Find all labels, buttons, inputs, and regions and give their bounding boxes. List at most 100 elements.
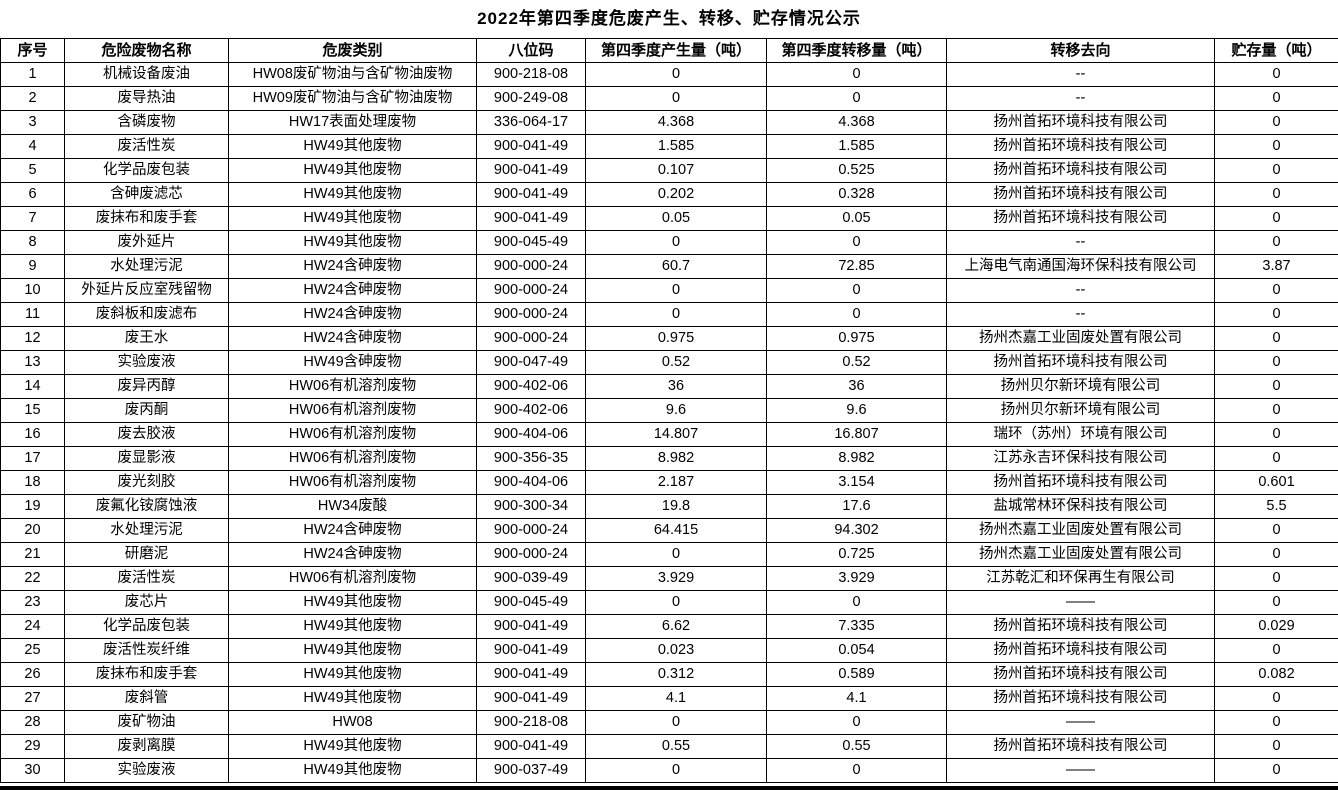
transferred-qty-cell: 0.525 [766,158,947,183]
row-number-cell: 18 [0,470,65,495]
row-number-cell: 22 [0,566,65,591]
row-number-cell: 24 [0,614,65,639]
transferred-qty-cell: 9.6 [766,398,947,423]
row-number-cell: 8 [0,230,65,255]
waste-name-cell: 机械设备废油 [64,62,229,87]
transferred-qty-cell: 0.52 [766,350,947,375]
column-header-storage-qty-cell: 贮存量（吨） [1214,38,1338,63]
row-number-cell: 17 [0,446,65,471]
waste-name-cell: 含磷废物 [64,110,229,135]
row-number-cell: 16 [0,422,65,447]
page-title: 2022年第四季度危废产生、转移、贮存情况公示 [477,9,861,28]
row-number-cell: 5 [0,158,65,183]
category-cell: HW24含砷废物 [228,302,477,327]
code-cell: 900-045-49 [476,590,586,615]
destination-cell: -- [946,302,1215,327]
table-row: 15 废丙酮 HW06有机溶剂废物 900-402-06 9.6 9.6 扬州贝尔新环境有限… [0,398,1338,423]
table-row: 23 废芯片 HW49其他废物 900-045-49 0 0 —— 0 [0,590,1338,615]
category-cell: HW24含砷废物 [228,254,477,279]
produced-qty-cell: 0 [585,86,767,111]
table-row: 30 实验废液 HW49其他废物 900-037-49 0 0 —— 0 [0,758,1338,783]
row-number-cell: 19 [0,494,65,519]
produced-qty-cell: 0.023 [585,638,767,663]
produced-qty-cell: 0.05 [585,206,767,231]
code-cell: 900-041-49 [476,638,586,663]
transferred-qty-cell: 0.05 [766,206,947,231]
destination-cell: —— [946,758,1215,783]
code-cell: 900-041-49 [476,734,586,759]
destination-cell: -- [946,278,1215,303]
storage-qty-cell: 0 [1214,206,1338,231]
transferred-qty-cell: 17.6 [766,494,947,519]
row-number-cell: 7 [0,206,65,231]
produced-qty-cell: 0.202 [585,182,767,207]
waste-name-cell: 实验废液 [64,758,229,783]
code-cell: 900-000-24 [476,326,586,351]
storage-qty-cell: 0 [1214,326,1338,351]
storage-qty-cell: 0.601 [1214,470,1338,495]
row-number-cell: 14 [0,374,65,399]
category-cell: HW49含砷废物 [228,350,477,375]
row-number-cell: 6 [0,182,65,207]
code-cell: 900-041-49 [476,206,586,231]
category-cell: HW06有机溶剂废物 [228,398,477,423]
code-cell: 336-064-17 [476,110,586,135]
category-cell: HW49其他废物 [228,134,477,159]
category-cell: HW34废酸 [228,494,477,519]
destination-cell: 扬州杰嘉工业固废处置有限公司 [946,542,1215,567]
produced-qty-cell: 0.975 [585,326,767,351]
table-row: 8 废外延片 HW49其他废物 900-045-49 0 0 -- 0 [0,230,1338,255]
waste-name-cell: 含砷废滤芯 [64,182,229,207]
category-cell: HW24含砷废物 [228,326,477,351]
produced-qty-cell: 0.312 [585,662,767,687]
transferred-qty-cell: 0 [766,302,947,327]
table-row: 10 外延片反应室残留物 HW24含砷废物 900-000-24 0 0 -- 0 [0,278,1338,303]
produced-qty-cell: 0 [585,278,767,303]
category-cell: HW49其他废物 [228,686,477,711]
produced-qty-cell: 0 [585,710,767,735]
waste-name-cell: 废外延片 [64,230,229,255]
row-number-cell: 28 [0,710,65,735]
row-number-cell: 1 [0,62,65,87]
destination-cell: 江苏永吉环保科技有限公司 [946,446,1215,471]
category-cell: HW06有机溶剂废物 [228,446,477,471]
waste-name-cell: 废活性炭 [64,566,229,591]
row-number-cell: 26 [0,662,65,687]
destination-cell: 扬州首拓环境科技有限公司 [946,158,1215,183]
transferred-qty-cell: 0 [766,62,947,87]
category-cell: HW49其他废物 [228,206,477,231]
column-header-code-cell: 八位码 [476,38,586,63]
waste-name-cell: 废剥离膜 [64,734,229,759]
transferred-qty-cell: 0.725 [766,542,947,567]
destination-cell: 扬州首拓环境科技有限公司 [946,110,1215,135]
storage-qty-cell: 0 [1214,518,1338,543]
table-row: 13 实验废液 HW49含砷废物 900-047-49 0.52 0.52 扬州首拓环境科技… [0,350,1338,375]
table-row: 1 机械设备废油 HW08废矿物油与含矿物油废物 900-218-08 0 0 -- 0 [0,62,1338,87]
produced-qty-cell: 0 [585,62,767,87]
table-row: 11 废斜板和废滤布 HW24含砷废物 900-000-24 0 0 -- 0 [0,302,1338,327]
category-cell: HW09废矿物油与含矿物油废物 [228,86,477,111]
destination-cell: -- [946,230,1215,255]
produced-qty-cell: 4.1 [585,686,767,711]
column-header-category-cell: 危废类别 [228,38,477,63]
produced-qty-cell: 0 [585,542,767,567]
category-cell: HW49其他废物 [228,638,477,663]
code-cell: 900-039-49 [476,566,586,591]
code-cell: 900-000-24 [476,302,586,327]
storage-qty-cell: 0 [1214,446,1338,471]
produced-qty-cell: 0 [585,590,767,615]
row-number-cell: 11 [0,302,65,327]
table-row: 2 废导热油 HW09废矿物油与含矿物油废物 900-249-08 0 0 -- 0 [0,86,1338,111]
storage-qty-cell: 0 [1214,350,1338,375]
storage-qty-cell: 0 [1214,758,1338,783]
code-cell: 900-037-49 [476,758,586,783]
table-body: 1 机械设备废油 HW08废矿物油与含矿物油废物 900-218-08 0 0 -- 0 2 废导… [0,62,1338,783]
waste-name-cell: 研磨泥 [64,542,229,567]
waste-name-cell: 废斜板和废滤布 [64,302,229,327]
category-cell: HW49其他废物 [228,230,477,255]
transferred-qty-cell: 36 [766,374,947,399]
destination-cell: 扬州首拓环境科技有限公司 [946,206,1215,231]
produced-qty-cell: 14.807 [585,422,767,447]
transferred-qty-cell: 0.975 [766,326,947,351]
produced-qty-cell: 8.982 [585,446,767,471]
